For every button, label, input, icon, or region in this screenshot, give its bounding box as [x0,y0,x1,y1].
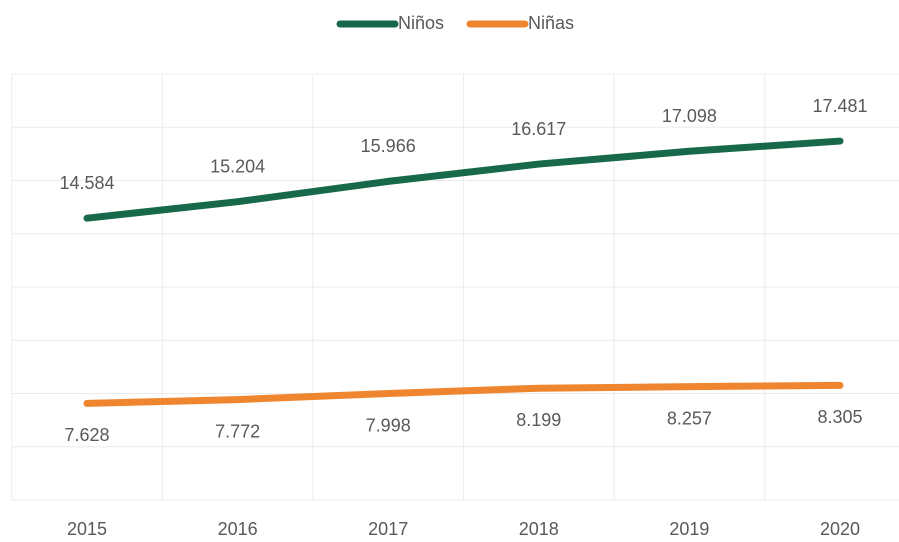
data-label: 15.204 [210,156,265,176]
x-tick-label: 2020 [820,519,860,539]
data-label: 15.966 [361,136,416,156]
data-label: 7.998 [366,415,411,435]
data-label: 7.772 [215,421,260,441]
data-label: 14.584 [59,173,114,193]
series-line [83,381,844,407]
series-line [83,137,844,222]
data-label: 7.628 [64,425,109,445]
x-tick-label: 2015 [67,519,107,539]
data-label: 8.199 [516,410,561,430]
data-label: 16.617 [511,119,566,139]
x-tick-label: 2016 [218,519,258,539]
x-tick-label: 2017 [368,519,408,539]
legend-label: Niñas [528,13,574,33]
x-tick-label: 2019 [669,519,709,539]
data-label: 17.481 [812,96,867,116]
data-label: 8.305 [817,407,862,427]
x-tick-label: 2018 [519,519,559,539]
data-label: 17.098 [662,106,717,126]
data-label: 8.257 [667,408,712,428]
legend-label: Niños [398,13,444,33]
